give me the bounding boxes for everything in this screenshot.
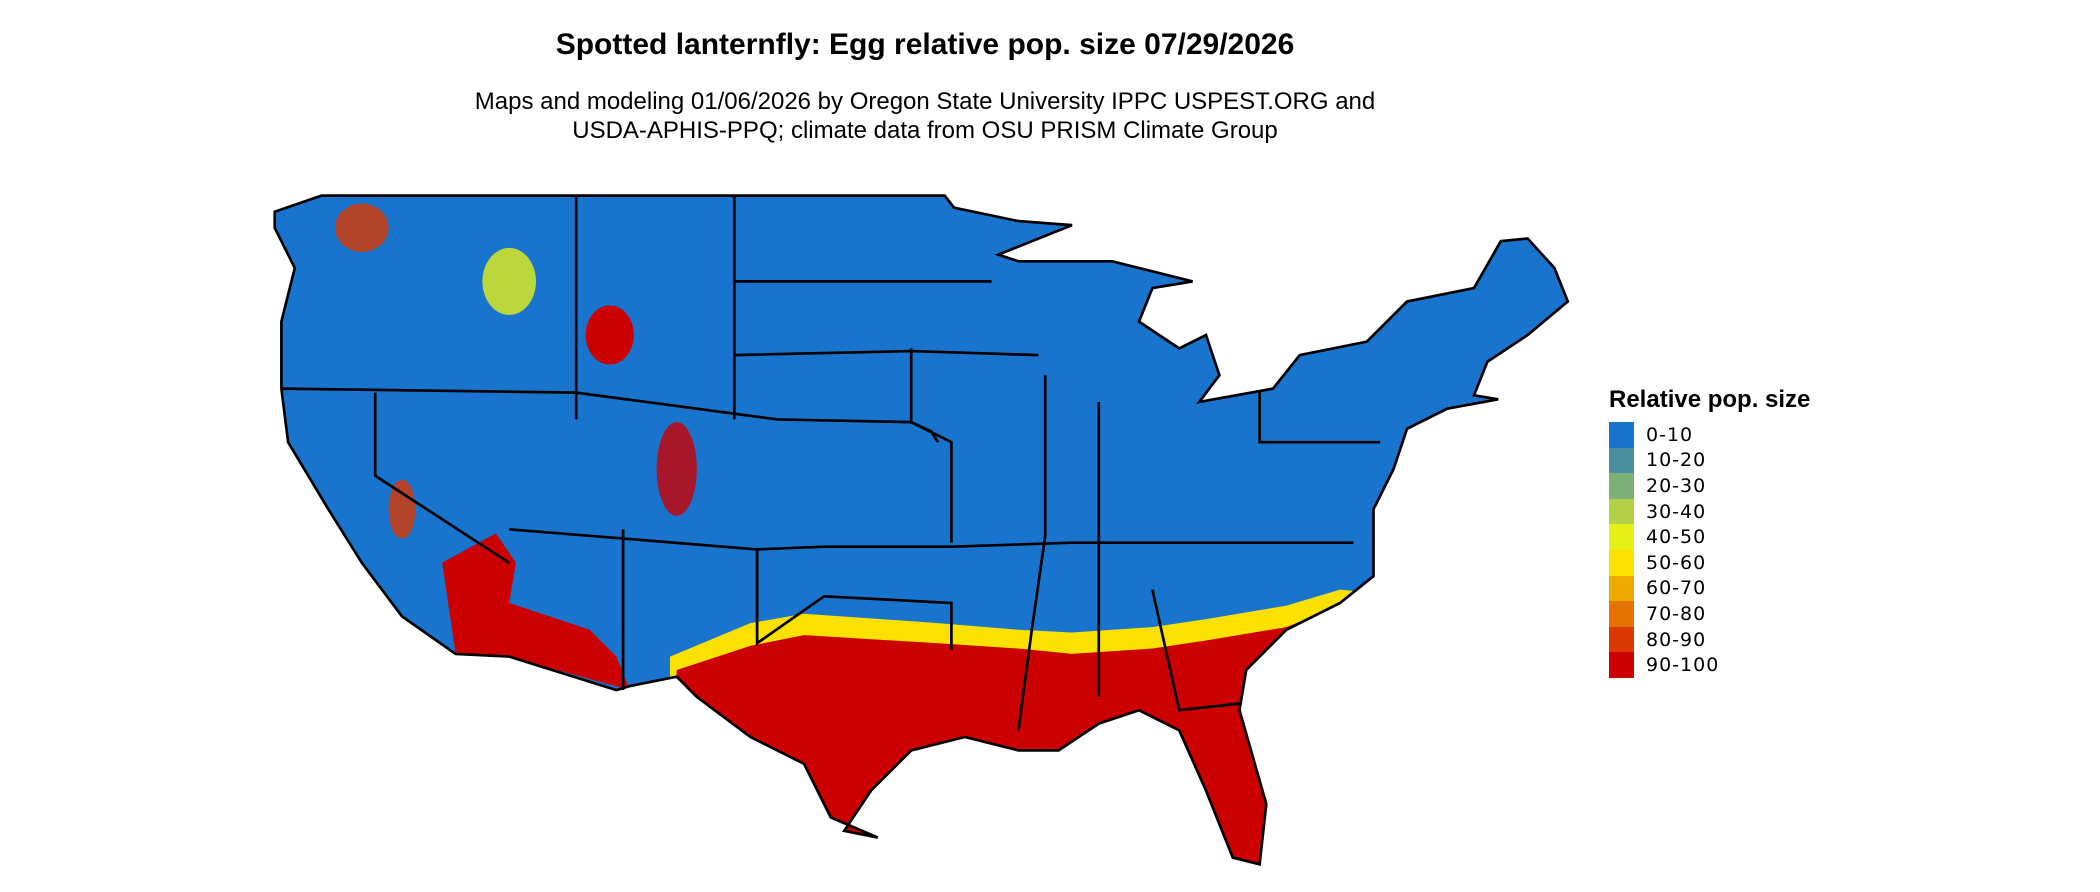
legend-item: 30-40 bbox=[1609, 498, 1719, 525]
mountain-patches bbox=[335, 203, 697, 539]
legend-swatch bbox=[1609, 422, 1634, 448]
legend-item: 70-80 bbox=[1609, 601, 1719, 627]
map-title: Spotted lanternfly: Egg relative pop. si… bbox=[555, 28, 1295, 61]
legend-swatch bbox=[1609, 575, 1634, 602]
legend-item: 80-90 bbox=[1609, 626, 1719, 653]
legend-label: 70-80 bbox=[1646, 602, 1707, 625]
legend-item: 50-60 bbox=[1609, 549, 1719, 576]
legend-label: 10-20 bbox=[1646, 449, 1707, 472]
legend-swatch bbox=[1609, 549, 1634, 576]
legend-item: 40-50 bbox=[1609, 524, 1719, 550]
map-subtitle-line-1: Maps and modeling 01/06/2026 by Oregon S… bbox=[474, 88, 1376, 115]
legend-label: 80-90 bbox=[1646, 628, 1707, 651]
legend-swatch bbox=[1609, 652, 1634, 678]
legend-label: 50-60 bbox=[1646, 551, 1707, 574]
legend-item: 60-70 bbox=[1609, 575, 1719, 602]
state-borders bbox=[273, 194, 1570, 866]
legend-swatch bbox=[1609, 447, 1634, 474]
map-subtitle-line-2: USDA-APHIS-PPQ; climate data from OSU PR… bbox=[572, 117, 1278, 144]
legend-swatch bbox=[1609, 626, 1634, 653]
legend-item: 90-100 bbox=[1609, 652, 1719, 678]
legend-item: 20-30 bbox=[1609, 473, 1719, 499]
legend-label: 90-100 bbox=[1646, 654, 1720, 677]
legend-label: 60-70 bbox=[1646, 577, 1707, 600]
legend-swatch bbox=[1609, 498, 1634, 525]
legend-title: Relative pop. size bbox=[1609, 386, 1811, 413]
low-risk-area bbox=[274, 195, 1568, 865]
legend: 0-10 10-20 20-30 30-40 40-50 50-60 60-70 70-80 8… bbox=[1609, 422, 1719, 678]
legend-label: 0-10 bbox=[1646, 423, 1694, 446]
legend-item: 0-10 bbox=[1609, 422, 1719, 448]
legend-label: 30-40 bbox=[1646, 500, 1707, 523]
legend-swatch bbox=[1609, 473, 1634, 499]
high-risk-area-southwest bbox=[442, 533, 630, 691]
legend-swatch bbox=[1609, 524, 1634, 550]
legend-label: 20-30 bbox=[1646, 474, 1707, 497]
legend-item: 10-20 bbox=[1609, 447, 1719, 474]
legend-swatch bbox=[1609, 601, 1634, 627]
legend-label: 40-50 bbox=[1646, 526, 1707, 549]
